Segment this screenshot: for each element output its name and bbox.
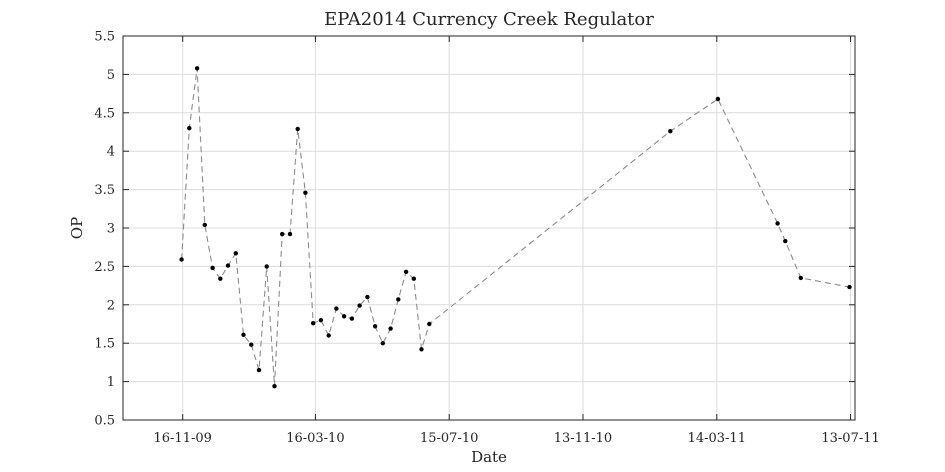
data-point bbox=[783, 238, 788, 244]
x-axis-label: Date bbox=[471, 448, 507, 466]
data-point bbox=[202, 222, 207, 228]
data-point bbox=[187, 126, 192, 131]
data-point bbox=[349, 316, 355, 321]
data-point bbox=[256, 367, 262, 373]
data-point bbox=[295, 126, 300, 132]
data-point bbox=[668, 129, 673, 134]
x-tick-label: 16-11-09 bbox=[153, 431, 211, 446]
y-tick-label: 5.5 bbox=[94, 30, 115, 45]
x-tick-label: 15-07-10 bbox=[420, 431, 478, 446]
series-layer bbox=[179, 66, 852, 389]
data-point bbox=[326, 333, 331, 338]
data-point bbox=[847, 284, 852, 290]
data-point bbox=[341, 314, 347, 319]
data-point bbox=[280, 231, 285, 237]
data-point bbox=[210, 265, 215, 271]
data-point bbox=[225, 263, 231, 268]
y-tick-label: 1 bbox=[107, 375, 115, 390]
data-point bbox=[775, 221, 780, 226]
y-tick-label: 3 bbox=[107, 222, 115, 237]
data-point bbox=[249, 342, 254, 347]
x-tick-label: 13-07-11 bbox=[821, 431, 879, 446]
data-point bbox=[218, 276, 223, 281]
x-tick-label: 16-03-10 bbox=[286, 431, 344, 446]
x-tick-label: 13-11-10 bbox=[554, 431, 612, 446]
data-point bbox=[411, 276, 416, 281]
data-point bbox=[388, 326, 393, 331]
data-point bbox=[372, 324, 378, 329]
data-point bbox=[311, 321, 316, 326]
data-point bbox=[179, 257, 184, 262]
data-point bbox=[365, 294, 370, 300]
y-tick-label: 3.5 bbox=[94, 183, 115, 198]
data-point bbox=[334, 306, 339, 311]
x-axis: 16-11-09 16-03-10 15-07-10 13-11-10 14-03-11… bbox=[153, 36, 880, 446]
data-point bbox=[233, 251, 238, 256]
data-point bbox=[287, 231, 293, 237]
data-point bbox=[798, 275, 803, 281]
data-point bbox=[194, 66, 200, 71]
series-line bbox=[181, 68, 850, 387]
data-point bbox=[272, 384, 277, 389]
y-tick-label: 1.5 bbox=[94, 337, 115, 352]
data-point bbox=[403, 269, 409, 274]
data-point bbox=[318, 318, 324, 323]
data-point bbox=[396, 297, 401, 302]
y-tick-label: 4.5 bbox=[94, 106, 115, 121]
data-point bbox=[264, 264, 269, 269]
data-point bbox=[715, 96, 721, 102]
y-tick-label: 0.5 bbox=[94, 414, 115, 429]
data-point bbox=[427, 321, 432, 327]
y-axis-label: OP bbox=[68, 217, 86, 239]
data-point bbox=[303, 190, 308, 195]
y-tick-label: 4 bbox=[107, 145, 115, 160]
y-tick-label: 2.5 bbox=[94, 260, 115, 275]
y-axis: 0.5 1 1.5 2 2.5 3 3.5 4 4.5 5 5.5 bbox=[94, 30, 855, 429]
x-tick-label: 14-03-11 bbox=[688, 431, 746, 446]
data-point bbox=[419, 347, 424, 352]
y-tick-label: 2 bbox=[107, 298, 115, 313]
data-point bbox=[357, 303, 362, 308]
data-point bbox=[380, 341, 385, 346]
chart-title: EPA2014 Currency Creek Regulator bbox=[324, 9, 654, 30]
data-point bbox=[241, 332, 246, 337]
y-tick-label: 5 bbox=[107, 68, 115, 83]
